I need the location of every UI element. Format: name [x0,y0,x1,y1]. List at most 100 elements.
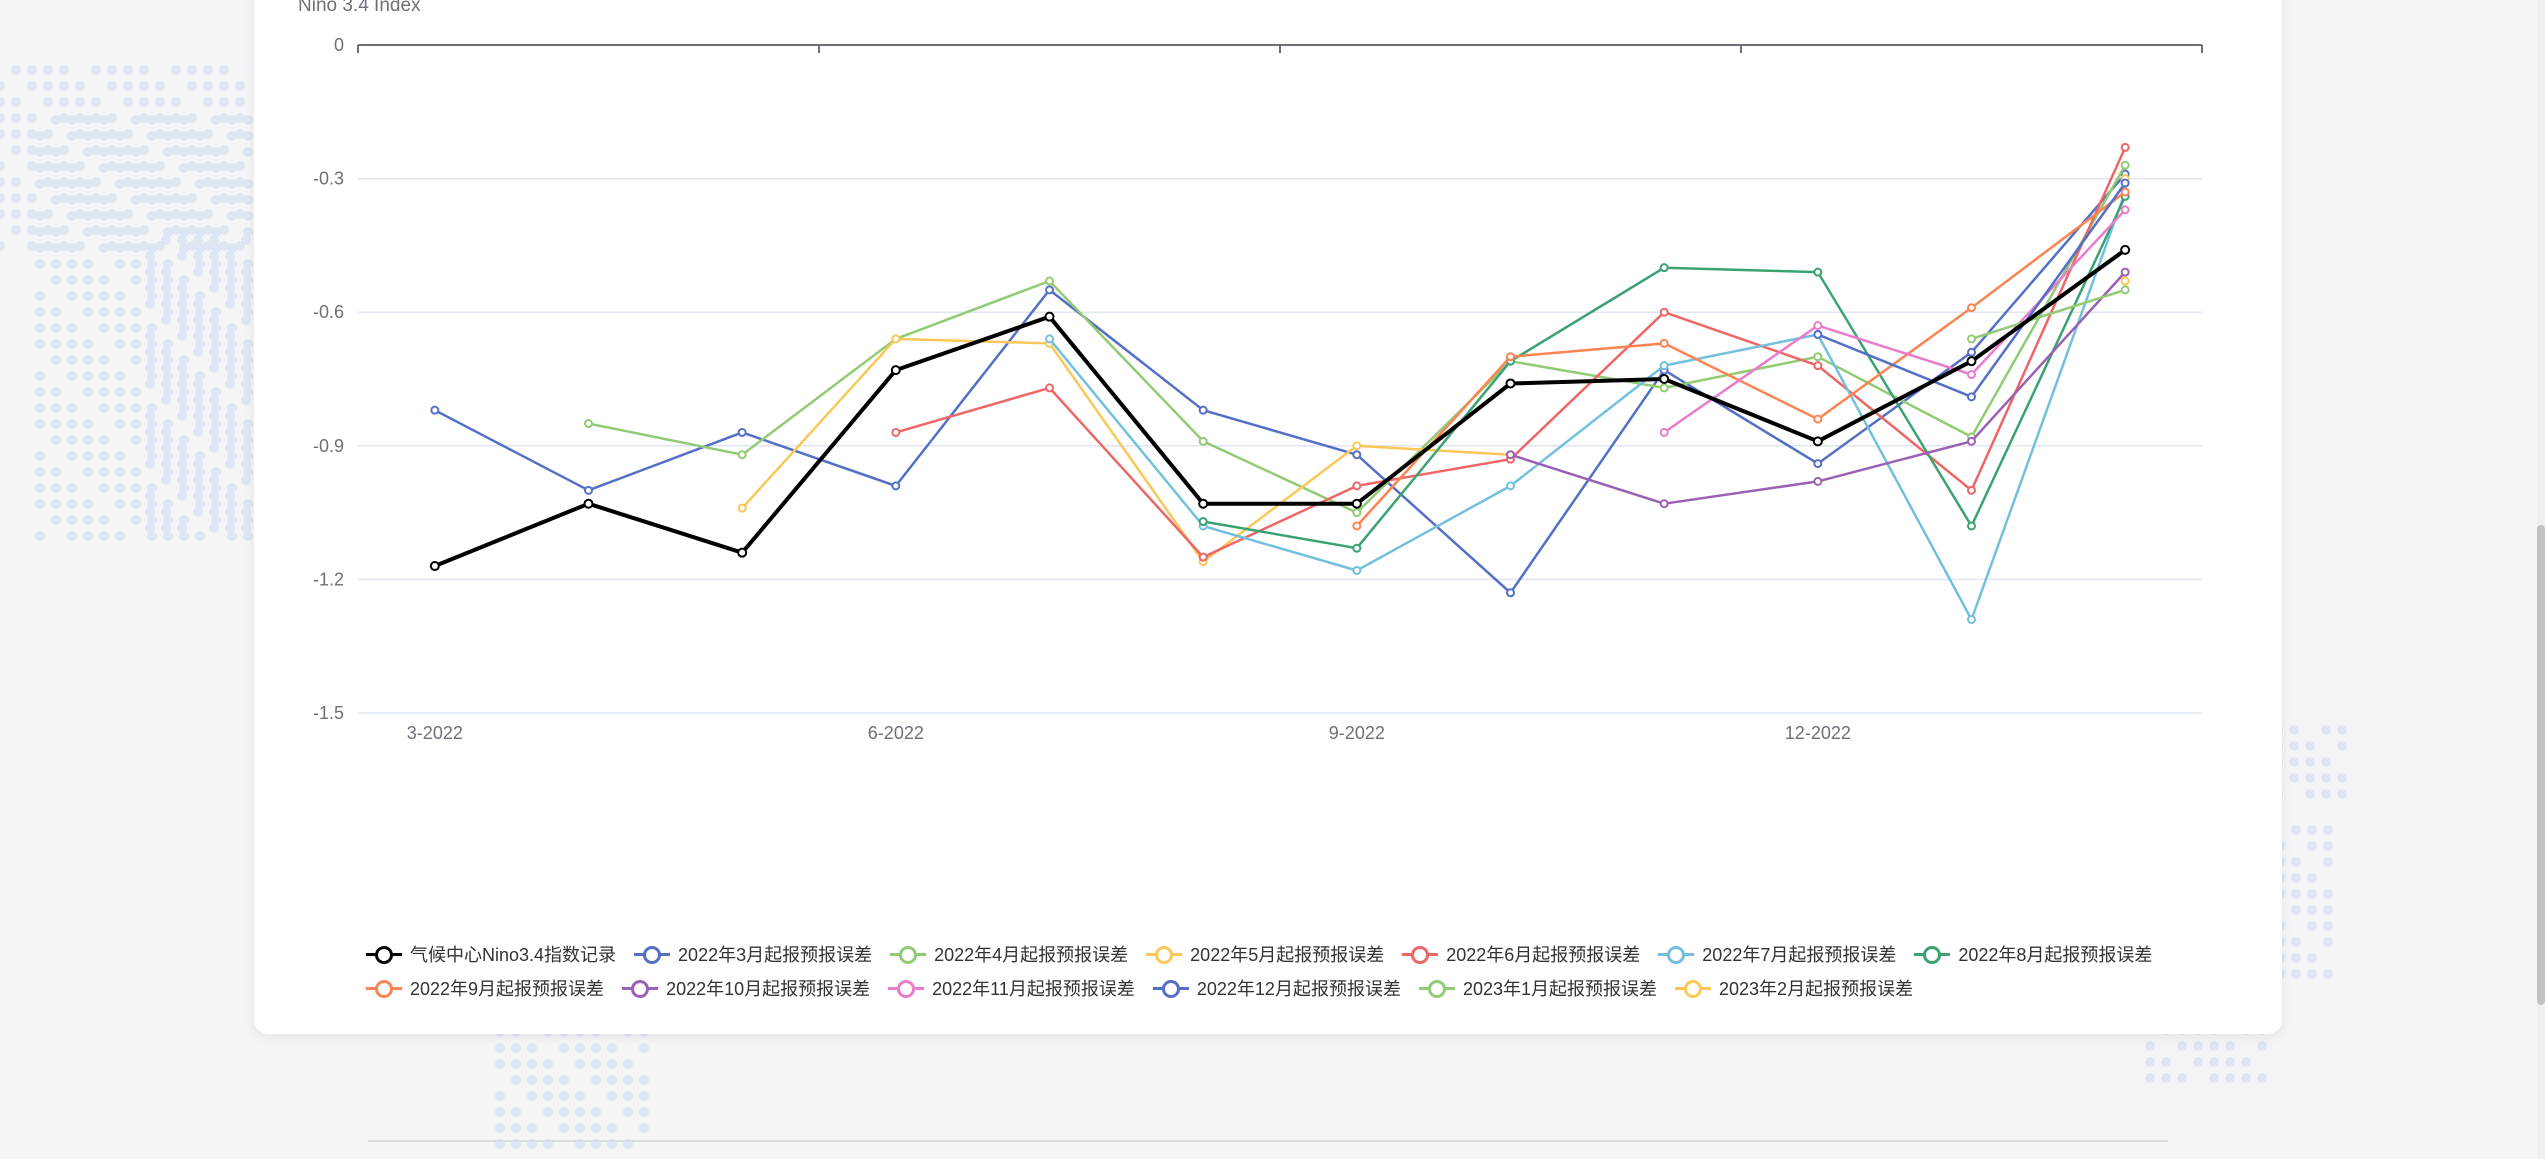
data-point[interactable] [1045,383,1054,393]
data-point[interactable] [1506,481,1515,491]
legend-item[interactable]: 2022年10月起报预报误差 [622,975,870,1001]
data-point[interactable] [2120,285,2130,295]
legend-item[interactable]: 2023年2月起报预报误差 [1675,975,1913,1001]
legend-item[interactable]: 2022年5月起报预报误差 [1146,941,1384,967]
data-point[interactable] [1352,521,1362,531]
legend-item[interactable]: 2022年4月起报预报误差 [890,941,1128,967]
data-point[interactable] [1813,321,1823,331]
data-point[interactable] [1505,378,1516,389]
bg-dot [209,427,219,437]
bg-dot [559,1091,569,1101]
bg-dot [131,419,141,429]
bg-dot [67,339,77,349]
bg-dot [155,97,165,107]
legend-item[interactable]: 2022年3月起报预报误差 [634,941,872,967]
data-point[interactable] [737,503,747,513]
data-point[interactable] [1967,370,1976,380]
legend-item[interactable]: 2022年6月起报预报误差 [1402,941,1640,967]
data-point[interactable] [2120,178,2130,188]
bg-dot [2323,969,2333,979]
data-point[interactable] [1659,307,1669,317]
data-point[interactable] [1506,588,1515,598]
data-point[interactable] [1967,436,1976,446]
data-point[interactable] [1813,361,1823,371]
legend-item[interactable]: 2022年12月起报预报误差 [1152,975,1401,1001]
data-point[interactable] [1352,450,1362,460]
legend-item[interactable]: 2022年7月起报预报误差 [1658,941,1896,967]
data-point[interactable] [1352,508,1362,518]
data-point[interactable] [2120,142,2130,152]
data-point[interactable] [2120,267,2130,277]
data-point[interactable] [1967,485,1976,495]
bg-dot [139,193,149,203]
data-point[interactable] [737,547,748,558]
data-point[interactable] [2120,244,2131,255]
data-point[interactable] [1506,352,1515,362]
data-point[interactable] [891,481,901,491]
data-point[interactable] [2120,187,2130,197]
data-point[interactable] [1352,565,1362,575]
data-point[interactable] [1813,476,1823,486]
bg-dot [115,147,125,157]
data-point[interactable] [1967,334,1976,344]
page-scrollbar[interactable] [2537,0,2545,1159]
data-point[interactable] [1659,338,1669,348]
data-point[interactable] [1198,405,1208,415]
bg-dot [195,179,205,189]
bg-dot [203,65,213,75]
data-point[interactable] [737,450,747,460]
data-point[interactable] [583,498,594,509]
data-point[interactable] [1352,543,1362,553]
bg-dot [527,1123,537,1133]
data-point[interactable] [2120,160,2130,170]
legend-item[interactable]: 2023年1月起报预报误差 [1418,975,1657,1001]
legend-item[interactable]: 2022年9月起报预报误差 [366,975,604,1001]
data-point[interactable] [429,561,440,572]
data-point[interactable] [2120,276,2130,286]
data-point[interactable] [1659,374,1670,384]
data-point[interactable] [1659,361,1669,371]
data-point[interactable] [1813,267,1823,277]
data-point[interactable] [1506,450,1515,460]
legend-item[interactable]: 气候中心Nino3.4指数记录 [366,941,616,967]
data-point[interactable] [1813,414,1823,424]
data-point[interactable] [1967,347,1976,357]
data-point[interactable] [1967,521,1976,531]
data-point[interactable] [1351,498,1362,509]
data-point[interactable] [1352,441,1362,451]
data-point[interactable] [1198,517,1208,527]
data-point[interactable] [1352,481,1362,491]
data-point[interactable] [1967,303,1976,313]
data-point[interactable] [1659,427,1669,437]
data-point[interactable] [1198,498,1209,509]
data-point[interactable] [1045,276,1054,286]
data-point[interactable] [430,405,440,415]
scrollbar-thumb[interactable] [2537,525,2545,1005]
data-point[interactable] [1813,459,1823,469]
data-point[interactable] [2120,205,2130,215]
data-point[interactable] [584,419,593,429]
data-point[interactable] [1812,436,1823,447]
data-point[interactable] [737,427,747,437]
data-point[interactable] [891,334,901,344]
bg-dot [115,531,125,541]
data-point[interactable] [1659,263,1669,273]
data-point[interactable] [1659,499,1669,509]
data-point[interactable] [891,427,901,437]
data-point[interactable] [1045,285,1054,295]
data-point[interactable] [1967,614,1976,624]
data-point[interactable] [1045,334,1054,344]
line-chart: 0 -0.3 -0.6 -0.9 -1.2 -1.5 3-2022 6-2022 9-2022 1… [298,0,2203,743]
data-point[interactable] [1659,383,1669,393]
data-point[interactable] [890,365,901,376]
legend-item[interactable]: 2022年8月起报预报误差 [1914,941,2152,967]
data-point[interactable] [1813,329,1823,339]
data-point[interactable] [1813,352,1823,362]
legend-item[interactable]: 2022年11月起报预报误差 [888,975,1135,1001]
data-point[interactable] [1198,552,1208,562]
data-point[interactable] [1044,311,1055,322]
data-point[interactable] [1966,356,1977,367]
data-point[interactable] [584,485,593,495]
data-point[interactable] [1967,392,1976,402]
data-point[interactable] [1198,436,1208,446]
